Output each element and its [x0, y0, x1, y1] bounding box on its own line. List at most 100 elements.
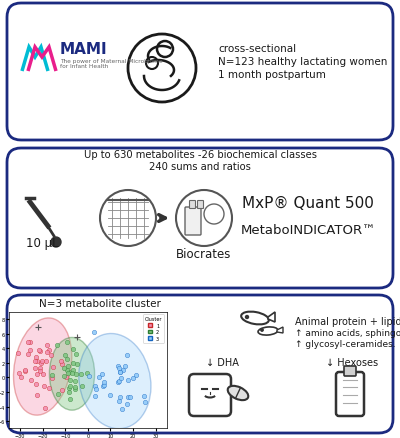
Point: [22, 366, 28, 373]
Point: [130, 374, 136, 381]
Point: [60, 373, 67, 380]
Point: [118, 375, 125, 382]
Point: [34, 358, 40, 365]
Point: [100, 379, 107, 386]
Circle shape: [51, 237, 61, 247]
Point: [32, 353, 39, 360]
Point: [124, 351, 130, 358]
Point: [72, 378, 78, 385]
Text: ↑ glycosyl-ceramides.: ↑ glycosyl-ceramides.: [295, 340, 396, 349]
Point: [32, 357, 38, 364]
Point: [58, 358, 64, 365]
Ellipse shape: [14, 318, 72, 415]
Point: [66, 396, 73, 403]
Point: [42, 358, 49, 365]
Point: [43, 348, 50, 355]
Point: [36, 347, 42, 354]
Point: [38, 360, 44, 367]
Point: [115, 365, 122, 372]
Point: [66, 389, 72, 396]
Point: [79, 382, 85, 389]
Text: ↑ amino acids, sphingolipids: ↑ amino acids, sphingolipids: [295, 329, 400, 338]
Point: [72, 383, 78, 390]
Point: [32, 364, 38, 371]
Legend: 1, 2, 3: 1, 2, 3: [143, 315, 164, 343]
Point: [91, 328, 97, 336]
Point: [54, 391, 61, 398]
Point: [92, 382, 98, 389]
Point: [127, 394, 133, 401]
Point: [34, 391, 40, 398]
Point: [16, 369, 22, 376]
Point: [64, 370, 71, 377]
Point: [84, 370, 90, 377]
Point: [69, 369, 75, 376]
Point: [64, 356, 70, 363]
Text: 1 month postpartum: 1 month postpartum: [218, 70, 326, 80]
Point: [48, 351, 54, 358]
Text: MxP® Quant 500: MxP® Quant 500: [242, 196, 374, 211]
Point: [124, 400, 130, 407]
Point: [44, 342, 50, 349]
Ellipse shape: [241, 312, 269, 325]
Point: [116, 378, 122, 385]
Point: [116, 397, 122, 404]
Point: [61, 364, 67, 371]
Point: [36, 368, 43, 375]
Point: [33, 381, 39, 388]
Circle shape: [261, 329, 263, 332]
Point: [15, 350, 22, 357]
FancyBboxPatch shape: [336, 372, 364, 416]
Point: [22, 368, 28, 375]
Point: [66, 368, 72, 375]
Ellipse shape: [79, 334, 151, 429]
Point: [36, 365, 43, 372]
Point: [117, 369, 124, 376]
FancyBboxPatch shape: [7, 4, 393, 141]
Text: MAMI: MAMI: [60, 42, 108, 57]
Point: [73, 334, 80, 341]
Point: [99, 371, 105, 378]
Point: [124, 394, 131, 401]
Point: [142, 399, 148, 406]
Ellipse shape: [228, 386, 248, 400]
Point: [41, 382, 47, 389]
FancyBboxPatch shape: [189, 374, 231, 416]
Text: 10 μL: 10 μL: [26, 237, 58, 250]
Point: [26, 339, 33, 346]
Text: N=123 healthy lactating women: N=123 healthy lactating women: [218, 57, 387, 67]
Polygon shape: [277, 327, 283, 333]
Point: [27, 347, 33, 354]
Point: [50, 364, 56, 371]
Point: [49, 371, 55, 378]
Point: [70, 346, 76, 353]
Point: [78, 371, 84, 378]
Point: [99, 382, 106, 389]
Point: [65, 363, 71, 370]
Text: cross-sectional: cross-sectional: [218, 44, 296, 54]
FancyBboxPatch shape: [185, 208, 201, 236]
Point: [125, 377, 131, 384]
Point: [54, 342, 60, 349]
Point: [116, 369, 123, 376]
Circle shape: [246, 316, 248, 319]
Text: ↓ Hexoses: ↓ Hexoses: [326, 357, 378, 367]
Point: [93, 386, 99, 393]
Point: [115, 379, 122, 386]
Point: [122, 362, 128, 369]
Polygon shape: [268, 312, 275, 322]
Point: [65, 384, 72, 391]
Point: [58, 360, 65, 367]
Point: [24, 338, 31, 345]
Text: Animal protein + lipids: Animal protein + lipids: [295, 316, 400, 326]
Point: [141, 393, 148, 400]
Text: MetaboINDICATOR™: MetaboINDICATOR™: [240, 224, 376, 237]
Point: [120, 366, 126, 373]
Point: [64, 367, 70, 374]
Point: [106, 392, 113, 399]
Text: The power of Maternal Microbiome: The power of Maternal Microbiome: [60, 58, 163, 64]
Point: [40, 371, 47, 378]
Point: [115, 363, 121, 370]
Point: [74, 360, 80, 367]
FancyBboxPatch shape: [7, 295, 393, 433]
